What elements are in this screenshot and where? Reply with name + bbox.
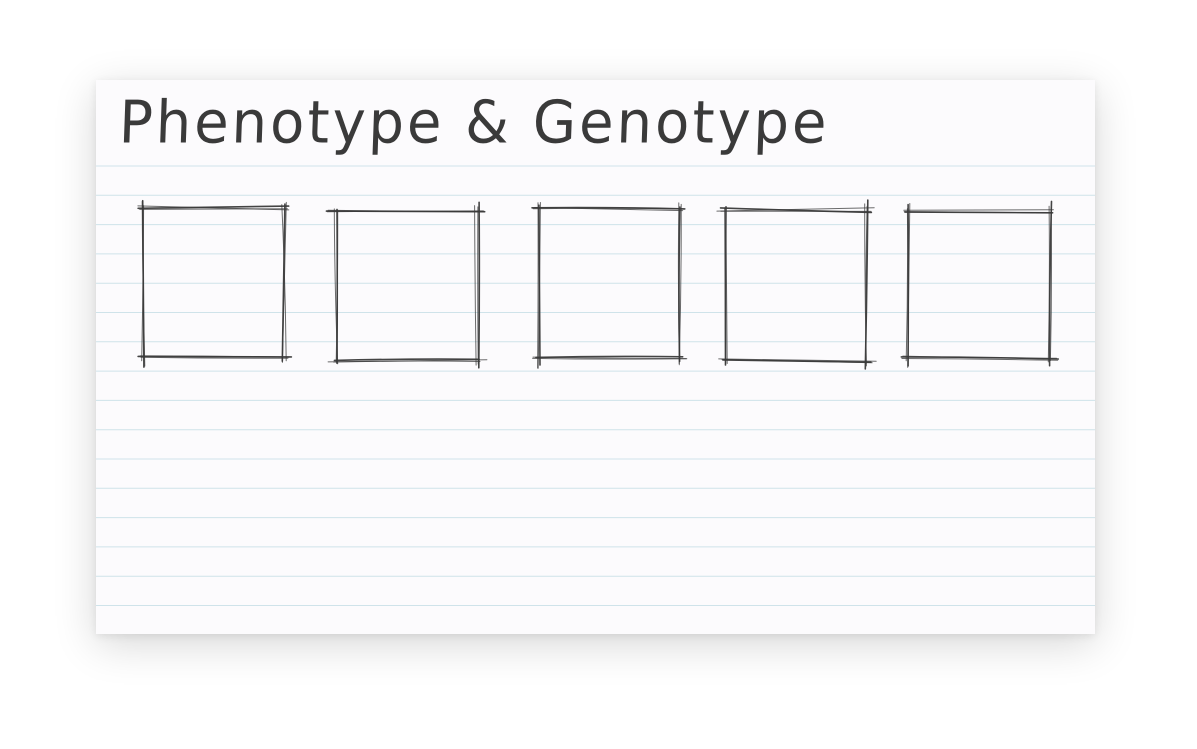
sketch-stroke — [478, 201, 481, 369]
sketch-stroke — [327, 209, 484, 212]
sketch-stroke — [678, 203, 682, 364]
sketch-stroke — [532, 207, 685, 210]
box-area[interactable] — [538, 210, 680, 359]
box-area[interactable] — [726, 210, 867, 361]
sketch-boxes — [137, 199, 1060, 370]
sketch-stroke — [677, 202, 680, 366]
sketch-stroke — [1049, 207, 1053, 361]
sketch-box-1[interactable] — [137, 199, 293, 368]
index-card: Phenotype & Genotype — [96, 80, 1095, 634]
sketch-stroke — [901, 358, 1059, 361]
sketch-stroke — [864, 203, 867, 367]
sketch-stroke — [907, 203, 911, 368]
box-area[interactable] — [336, 212, 477, 360]
sketch-stroke — [721, 358, 873, 364]
sketch-stroke — [140, 356, 289, 359]
sketch-box-2[interactable] — [325, 201, 488, 369]
sketch-stroke — [903, 211, 1054, 214]
sketch-box-5[interactable] — [900, 200, 1060, 368]
sketch-stroke — [716, 207, 875, 212]
sketch-stroke — [719, 207, 873, 214]
sketch-stroke — [141, 205, 145, 362]
sketch-stroke — [724, 207, 726, 365]
sketch-stroke — [335, 209, 339, 363]
sketch-stroke — [537, 202, 539, 369]
box-area[interactable] — [144, 208, 284, 358]
sketch-box-4[interactable] — [716, 199, 877, 370]
sketch-stroke — [139, 208, 288, 210]
sketch-stroke — [333, 360, 481, 363]
sketch-stroke — [137, 205, 290, 211]
sketch-stroke — [333, 358, 480, 362]
sketch-stroke — [902, 355, 1057, 359]
sketch-stroke — [537, 202, 541, 369]
sketch-stroke — [532, 356, 687, 360]
sketch-stroke — [905, 208, 909, 362]
sketch-stroke — [534, 207, 684, 212]
box-area[interactable] — [908, 211, 1050, 358]
sketch-stroke — [903, 209, 1054, 211]
sketch-stroke — [718, 358, 877, 362]
sketch-stroke — [725, 207, 728, 364]
sketch-box-3[interactable] — [531, 202, 688, 369]
sketch-stroke — [139, 355, 290, 358]
sketch-stroke — [474, 205, 477, 366]
sketch-stroke — [1047, 205, 1050, 363]
ruled-lines — [96, 165, 1095, 606]
sketch-stroke — [281, 201, 287, 363]
sketch-stroke — [137, 205, 290, 210]
